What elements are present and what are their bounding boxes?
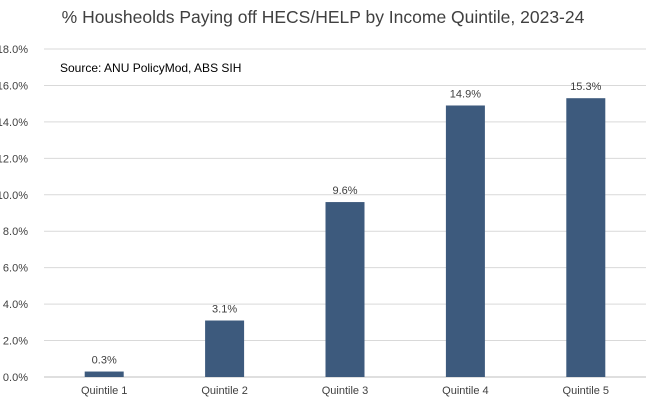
y-tick-label: 10.0%	[0, 190, 28, 202]
data-label: 0.3%	[92, 355, 117, 367]
bar-2	[205, 320, 245, 377]
bars	[84, 98, 606, 377]
x-tick-label: Quintile 3	[322, 385, 368, 397]
bar-1	[84, 371, 124, 377]
x-tick-label: Quintile 2	[201, 385, 247, 397]
chart-title: % Housheolds Paying off HECS/HELP by Inc…	[62, 7, 585, 27]
y-tick-label: 0.0%	[3, 372, 28, 384]
data-label: 3.1%	[212, 304, 237, 316]
data-label: 9.6%	[332, 185, 357, 197]
bar-3	[325, 202, 365, 377]
x-tick-label: Quintile 1	[81, 385, 127, 397]
x-axis-tick-labels: Quintile 1 Quintile 2 Quintile 3 Quintile 4…	[81, 385, 609, 397]
y-tick-label: 6.0%	[3, 263, 28, 275]
y-tick-label: 16.0%	[0, 80, 28, 92]
bar-4	[445, 105, 485, 377]
x-tick-label: Quintile 4	[442, 385, 488, 397]
y-tick-label: 14.0%	[0, 117, 28, 129]
x-tick-label: Quintile 5	[563, 385, 609, 397]
source-annotation: Source: ANU PolicyMod, ABS SIH	[60, 61, 241, 75]
data-label: 14.9%	[450, 88, 481, 100]
y-tick-label: 18.0%	[0, 44, 28, 56]
y-tick-label: 8.0%	[3, 226, 28, 238]
y-tick-label: 2.0%	[3, 336, 28, 348]
data-label: 15.3%	[570, 81, 601, 93]
y-tick-label: 4.0%	[3, 299, 28, 311]
bar-5	[566, 98, 606, 377]
y-tick-label: 12.0%	[0, 153, 28, 165]
y-axis-tick-labels: 0.0% 2.0% 4.0% 6.0% 8.0% 10.0% 12.0% 14.0% 16.0%…	[0, 44, 28, 384]
data-labels: 0.3% 3.1% 9.6% 14.9% 15.3%	[92, 81, 602, 366]
